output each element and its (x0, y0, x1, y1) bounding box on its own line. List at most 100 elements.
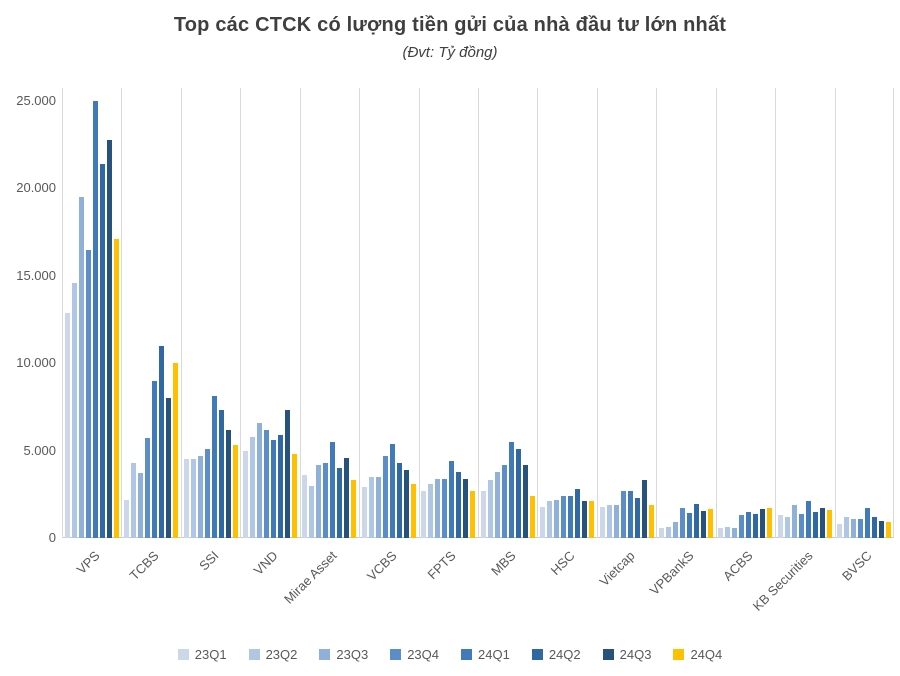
y-axis: 0 5.000 10.000 15.000 20.000 25.000 (0, 88, 56, 545)
y-tick-label: 20.000 (16, 180, 56, 195)
bar (410, 484, 416, 538)
bar (805, 501, 811, 538)
legend-item-23Q4: 23Q4 (390, 647, 439, 662)
bar (606, 505, 612, 538)
bar (242, 451, 248, 538)
bar (851, 519, 857, 538)
bar (791, 505, 797, 538)
bar (330, 442, 336, 538)
gridline (537, 88, 538, 538)
bar (837, 524, 843, 538)
bar (463, 479, 469, 538)
bar (344, 458, 350, 538)
bar-group-VND (240, 88, 299, 538)
gridline (716, 88, 717, 538)
legend-item-23Q1: 23Q1 (177, 647, 227, 662)
bar (204, 449, 210, 538)
y-tick-label: 5.000 (23, 443, 56, 458)
bar (435, 479, 441, 538)
bar (351, 480, 357, 538)
legend-swatch-icon (319, 649, 331, 660)
plot-area (62, 88, 894, 538)
bar (218, 410, 224, 538)
bar (613, 505, 619, 538)
gridline (181, 88, 182, 538)
gridline (656, 88, 657, 538)
bar-group-BVSC (835, 88, 894, 538)
bar (316, 465, 322, 538)
gridline (359, 88, 360, 538)
bar (78, 197, 84, 538)
bar (718, 528, 724, 538)
x-axis-labels: VPS TCBS SSI VND Mirae Asset VCBS FPTS MBS HSC Vi… (62, 538, 894, 628)
bar (487, 480, 493, 538)
bar (508, 442, 514, 538)
bar (138, 473, 144, 538)
bar (575, 489, 581, 538)
bar (700, 511, 706, 538)
bar (679, 508, 685, 538)
bar (270, 440, 276, 538)
bar (798, 514, 804, 538)
bar (442, 479, 448, 538)
bar (886, 522, 892, 538)
bar (819, 508, 825, 538)
bar (368, 477, 374, 538)
legend-label: 24Q4 (690, 647, 723, 662)
bar (337, 468, 343, 538)
bar-group-Mirae Asset (300, 88, 359, 538)
gridline (240, 88, 241, 538)
bar (309, 486, 315, 538)
bar (113, 239, 119, 538)
bar (131, 463, 137, 538)
bar (732, 528, 738, 538)
bar (599, 507, 605, 538)
bar-group-MBS (478, 88, 537, 538)
chart-title: Top các CTCK có lượng tiền gửi của nhà đ… (173, 14, 727, 36)
legend-swatch-icon (248, 649, 260, 660)
bar-group-KB Securities (775, 88, 834, 538)
bar (865, 508, 871, 538)
bar (634, 498, 640, 538)
bar (421, 491, 427, 538)
bar (620, 491, 626, 538)
bar-group-TCBS (121, 88, 180, 538)
bar (872, 517, 878, 538)
legend-label: 23Q3 (336, 647, 369, 662)
bar (361, 487, 367, 538)
bar (529, 496, 535, 538)
y-tick-label: 25.000 (16, 93, 56, 108)
bar (879, 521, 885, 538)
legend-swatch-icon (461, 649, 472, 660)
bar (428, 484, 434, 538)
bar (85, 250, 91, 538)
bar (494, 472, 500, 538)
bar-group-VPBankS (656, 88, 715, 538)
legend-swatch-icon (602, 649, 614, 660)
bar (522, 465, 528, 538)
bar (291, 454, 297, 538)
bar (197, 456, 203, 538)
gridline (62, 88, 63, 538)
chart-subtitle: (Đvt: Tỷ đồng) (402, 44, 498, 61)
bar (858, 519, 864, 538)
gridline (893, 88, 894, 538)
legend-label: 24Q1 (478, 647, 510, 662)
bar-group-Vietcap (597, 88, 656, 538)
bar (844, 517, 850, 538)
bar (166, 398, 172, 538)
legend-item-24Q4: 24Q4 (673, 647, 722, 662)
legend-item-24Q3: 24Q3 (602, 647, 652, 662)
bar (145, 438, 151, 538)
bar (263, 430, 269, 538)
bar (777, 515, 783, 538)
bar (173, 363, 179, 538)
bar (686, 513, 692, 538)
bar (725, 527, 731, 538)
bar (159, 346, 165, 538)
bar (106, 140, 112, 538)
bar (561, 496, 567, 538)
legend-label: 24Q3 (619, 647, 652, 662)
bar-group-SSI (181, 88, 240, 538)
bar (547, 501, 553, 538)
